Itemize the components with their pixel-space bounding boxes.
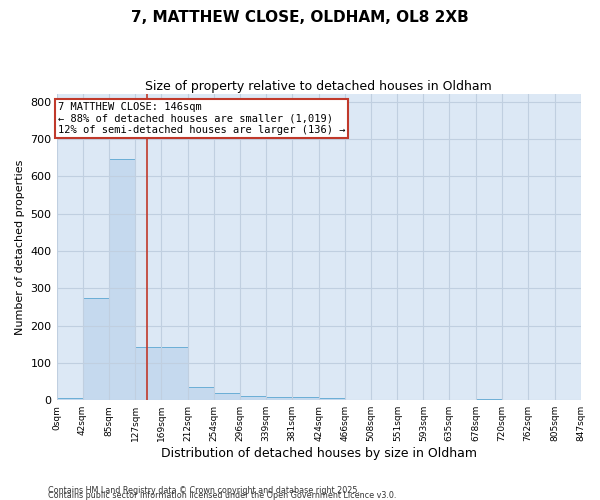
Bar <box>56 398 83 400</box>
Bar <box>161 347 188 400</box>
Bar <box>292 397 319 400</box>
Bar <box>83 298 109 400</box>
Y-axis label: Number of detached properties: Number of detached properties <box>15 160 25 335</box>
Bar <box>214 394 239 400</box>
Bar <box>135 347 161 400</box>
Bar <box>319 398 345 400</box>
Bar <box>109 160 135 400</box>
Bar <box>266 397 292 400</box>
Bar <box>476 399 502 400</box>
Text: 7, MATTHEW CLOSE, OLDHAM, OL8 2XB: 7, MATTHEW CLOSE, OLDHAM, OL8 2XB <box>131 10 469 25</box>
Bar <box>188 387 214 400</box>
X-axis label: Distribution of detached houses by size in Oldham: Distribution of detached houses by size … <box>161 447 476 460</box>
Title: Size of property relative to detached houses in Oldham: Size of property relative to detached ho… <box>145 80 492 93</box>
Text: Contains HM Land Registry data © Crown copyright and database right 2025.: Contains HM Land Registry data © Crown c… <box>48 486 360 495</box>
Bar <box>239 396 266 400</box>
Text: Contains public sector information licensed under the Open Government Licence v3: Contains public sector information licen… <box>48 491 397 500</box>
Text: 7 MATTHEW CLOSE: 146sqm
← 88% of detached houses are smaller (1,019)
12% of semi: 7 MATTHEW CLOSE: 146sqm ← 88% of detache… <box>58 102 345 135</box>
